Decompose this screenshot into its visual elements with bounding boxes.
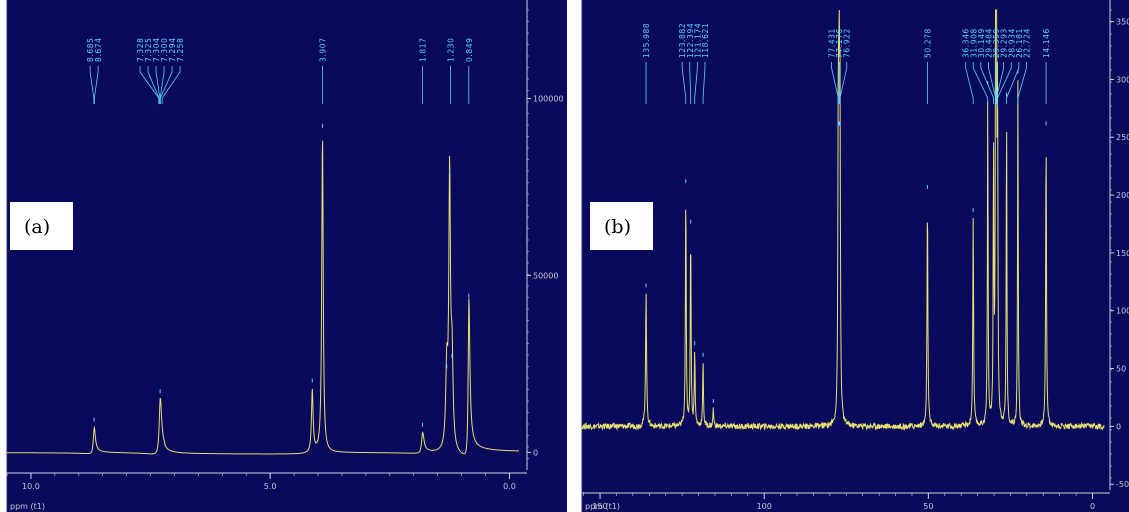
spectrum-trace [581, 9, 1105, 431]
peak-label: 29.359 [992, 28, 1001, 58]
panel-label: (b) [604, 216, 631, 238]
peak-label: 1.817 [418, 38, 427, 62]
x-tick-label: 100 [757, 502, 772, 511]
peak-label: 14.146 [1042, 28, 1051, 58]
peak-label-leader [980, 62, 994, 104]
peak-label-leader [965, 62, 974, 104]
x-tick-label: 10.0 [22, 482, 40, 491]
peak-label-leader [681, 62, 687, 104]
peak-label: 7.325 [144, 38, 153, 62]
peak-label: 0.849 [465, 38, 474, 62]
peak-label-leader [839, 62, 848, 104]
peak-label: 135.988 [642, 23, 651, 58]
peak-label: 8.685 [86, 38, 95, 62]
x-tick-label: 150 [592, 502, 607, 511]
y-tick-label: 150 [1116, 249, 1129, 258]
y-tick-label: 300 [1116, 75, 1129, 84]
peak-label: 123.882 [678, 23, 687, 58]
peak-label-leader [694, 62, 698, 104]
peak-label-leader [997, 62, 1012, 104]
peak-label: 7.258 [176, 38, 185, 62]
panel-label-box [590, 202, 653, 250]
peak-label-leader [702, 62, 706, 104]
y-tick-label: 250 [1116, 133, 1129, 142]
panel-label-box [10, 202, 73, 250]
peak-label-leader [1017, 62, 1027, 104]
peak-label: 28.934 [1007, 28, 1016, 58]
peak-label: 7.304 [152, 38, 161, 62]
peak-label: 36.346 [962, 28, 971, 58]
peak-label-leader [93, 66, 99, 104]
peak-label: 77.431 [828, 28, 837, 58]
spectrum-panel-b: 135.988 123.882 122.394 121.174 118.621 77.43… [572, 0, 1129, 512]
spectrum-a-svg: 8.685 8.674 7.328 7.325 7.304 7.300 7.294 7.258… [6, 0, 567, 512]
peak-label-leader [988, 62, 997, 104]
y-tick-label: 50 [1116, 365, 1126, 374]
y-tick-label: 200 [1116, 191, 1129, 200]
x-tick-label: 0 [1090, 502, 1095, 511]
peak-label: 121.174 [693, 23, 702, 58]
peak-label-leader [831, 62, 839, 104]
x-axis-title: ppm (t1) [10, 502, 45, 511]
peak-label: 31.908 [969, 28, 978, 58]
y-tick-label: -50 [1116, 480, 1129, 489]
y-tick-label: 50000 [533, 271, 558, 280]
peak-label: 122.394 [686, 23, 695, 58]
peak-label-leader [161, 66, 181, 104]
spectrum-trace [7, 140, 520, 455]
y-tick-label: 100000 [533, 94, 564, 103]
x-axis-title: ppm (t1) [585, 502, 620, 511]
y-tick-label: 100 [1116, 307, 1129, 316]
peak-label: 29.484 [984, 28, 993, 58]
peak-label-leader [160, 66, 173, 104]
peak-label: 7.328 [136, 38, 145, 62]
y-tick-label: 0 [533, 448, 538, 457]
spectrum-panel-a: 8.685 8.674 7.328 7.325 7.304 7.300 7.294 7.258… [6, 0, 567, 512]
peak-label: 8.674 [94, 38, 103, 62]
y-tick-label: 0 [1116, 422, 1121, 431]
peak-label-leader [972, 62, 989, 104]
x-tick-label: 5.0 [264, 482, 277, 491]
peak-label: 26.181 [1015, 28, 1024, 58]
peak-label: 3.907 [318, 38, 327, 62]
peak-label: 1.230 [447, 38, 456, 62]
peak-label: 7.294 [168, 38, 177, 62]
peak-label: 22.724 [1022, 28, 1031, 58]
peak-label-leader [89, 66, 95, 104]
peak-label: 76.922 [843, 28, 852, 58]
peak-label: 118.621 [701, 23, 710, 58]
peak-label: 30.149 [977, 28, 986, 58]
panel-label: (a) [24, 216, 50, 238]
peak-label: 50.278 [923, 28, 932, 58]
y-tick-label: 350 [1116, 18, 1129, 27]
peak-label: 7.300 [160, 38, 169, 62]
peak-label-leader [995, 62, 1005, 104]
plot-background [7, 0, 567, 512]
peak-label-leader [689, 62, 692, 104]
peak-label-leader [147, 66, 160, 104]
x-tick-label: 50 [923, 502, 933, 511]
peak-label: 29.293 [1000, 28, 1009, 58]
x-tick-label: 0.0 [503, 482, 516, 491]
peak-label-leader [1006, 62, 1020, 104]
peak-label: 77.176 [835, 28, 844, 58]
